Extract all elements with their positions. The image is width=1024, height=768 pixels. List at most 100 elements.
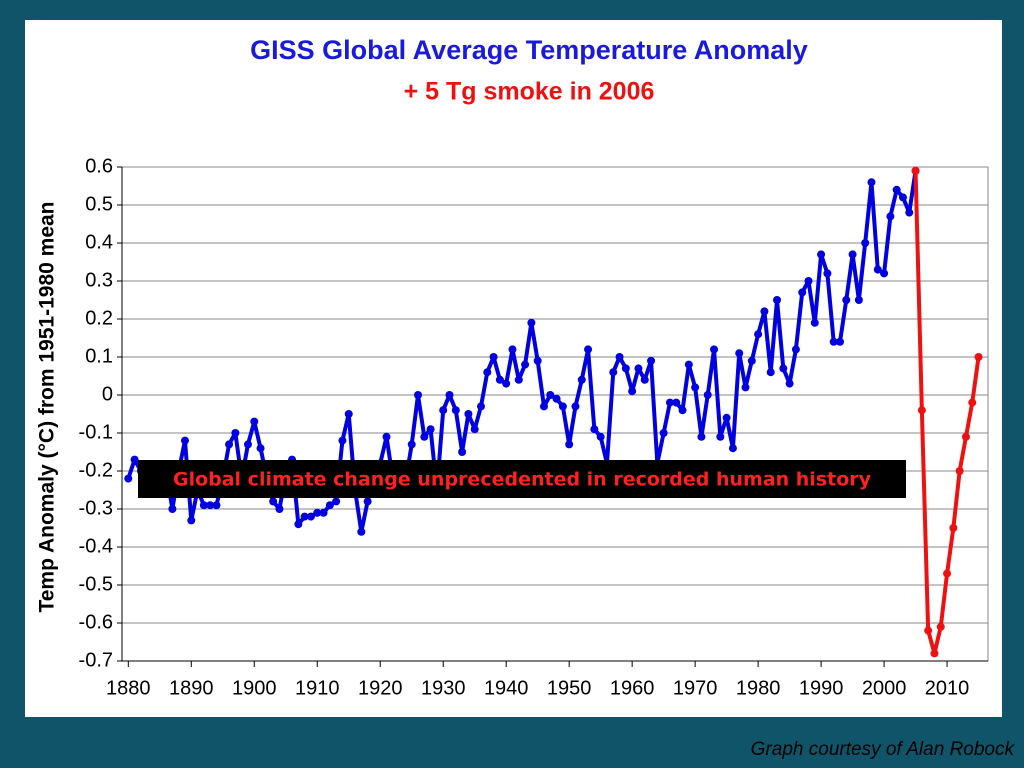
- point: [584, 345, 593, 354]
- y-tick-label: -0.1: [79, 421, 113, 443]
- point: [294, 520, 303, 529]
- point: [955, 467, 964, 475]
- point: [873, 265, 882, 274]
- point: [728, 444, 737, 453]
- y-tick-label: -0.5: [79, 573, 113, 595]
- point: [943, 569, 952, 578]
- point: [892, 185, 901, 194]
- point: [319, 508, 328, 517]
- point: [672, 398, 681, 407]
- point: [180, 436, 189, 445]
- point: [332, 497, 341, 506]
- x-tick-label: 1980: [736, 677, 781, 699]
- point: [495, 375, 504, 384]
- point: [596, 432, 605, 441]
- y-tick-label: 0.5: [85, 193, 113, 215]
- x-tick-label: 1940: [484, 677, 529, 699]
- point: [546, 391, 555, 399]
- point: [842, 296, 851, 304]
- point: [470, 425, 479, 434]
- x-tick-label: 1920: [358, 677, 403, 699]
- annotation: Global climate change unprecedented in r…: [173, 469, 872, 491]
- point: [552, 394, 561, 403]
- point: [357, 527, 366, 536]
- point: [798, 288, 807, 297]
- point: [565, 440, 574, 449]
- point: [905, 208, 914, 217]
- point: [949, 524, 958, 532]
- point: [924, 626, 933, 635]
- point: [231, 429, 240, 437]
- point: [168, 505, 177, 513]
- point: [243, 440, 252, 449]
- point: [804, 277, 813, 285]
- point: [539, 402, 548, 411]
- chart-panel: [25, 20, 1002, 717]
- point: [325, 501, 334, 510]
- point: [313, 508, 322, 517]
- point: [628, 387, 637, 396]
- y-tick-label: -0.2: [79, 459, 113, 481]
- point: [609, 368, 618, 377]
- point: [300, 512, 309, 521]
- point: [130, 455, 139, 464]
- point: [810, 318, 819, 327]
- point: [187, 516, 196, 525]
- x-tick-label: 1880: [106, 677, 151, 699]
- y-tick-label: -0.4: [79, 535, 113, 557]
- point: [464, 410, 473, 418]
- point: [710, 345, 719, 354]
- point: [590, 425, 599, 434]
- x-tick-label: 1990: [799, 677, 844, 699]
- y-tick-label: -0.7: [79, 649, 113, 671]
- point: [835, 337, 844, 346]
- y-tick-label: 0.6: [85, 155, 113, 177]
- point: [848, 250, 857, 259]
- y-tick-label: 0.3: [85, 269, 113, 291]
- point: [615, 353, 624, 361]
- point: [760, 307, 769, 316]
- y-tick-label: 0.1: [85, 345, 113, 367]
- x-tick-label: 1890: [169, 677, 214, 699]
- point: [854, 296, 863, 304]
- point: [785, 379, 794, 388]
- point: [458, 448, 467, 456]
- chart-title: GISS Global Average Temperature Anomaly: [250, 35, 808, 65]
- x-tick-label: 1950: [547, 677, 592, 699]
- point: [930, 649, 939, 658]
- point: [817, 250, 826, 259]
- point: [754, 330, 763, 339]
- annotation-box: [138, 460, 906, 498]
- point: [886, 212, 895, 221]
- x-tick-label: 1910: [295, 677, 340, 699]
- x-tick-label: 2000: [862, 677, 907, 699]
- point: [917, 406, 926, 415]
- point: [439, 406, 448, 415]
- y-tick-label: -0.3: [79, 497, 113, 519]
- point: [489, 353, 498, 361]
- point: [867, 178, 876, 187]
- point: [691, 383, 700, 392]
- point: [829, 337, 838, 346]
- point: [779, 364, 788, 373]
- point: [773, 296, 782, 304]
- point: [974, 353, 983, 361]
- point: [684, 360, 693, 369]
- point: [791, 345, 800, 354]
- point: [256, 444, 265, 453]
- point: [766, 368, 775, 377]
- point: [451, 406, 460, 415]
- point: [382, 432, 391, 441]
- point: [199, 501, 208, 510]
- point: [647, 356, 656, 365]
- point: [521, 360, 530, 369]
- point: [823, 269, 832, 278]
- point: [703, 391, 712, 399]
- point: [502, 379, 511, 388]
- point: [514, 375, 523, 384]
- point: [414, 391, 423, 399]
- point: [363, 497, 372, 506]
- x-tick-label: 1900: [232, 677, 277, 699]
- point: [577, 375, 586, 384]
